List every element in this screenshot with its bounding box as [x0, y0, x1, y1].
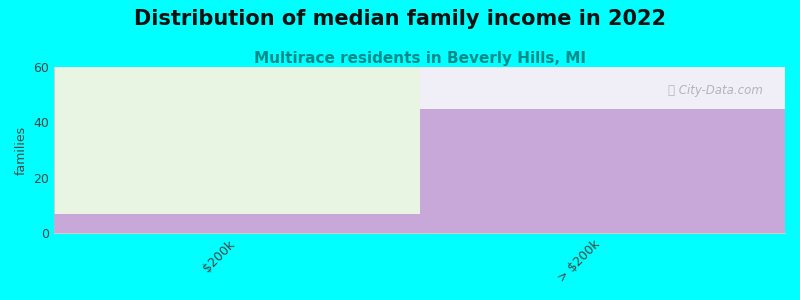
Bar: [54, 214, 420, 233]
Text: Distribution of median family income in 2022: Distribution of median family income in …: [134, 9, 666, 29]
Title: Multirace residents in Beverly Hills, MI: Multirace residents in Beverly Hills, MI: [254, 51, 586, 66]
Bar: [54, 67, 420, 233]
Y-axis label: families: families: [15, 125, 28, 175]
Bar: [420, 109, 785, 233]
Bar: [420, 67, 785, 109]
Text: ⓘ City-Data.com: ⓘ City-Data.com: [668, 84, 763, 97]
